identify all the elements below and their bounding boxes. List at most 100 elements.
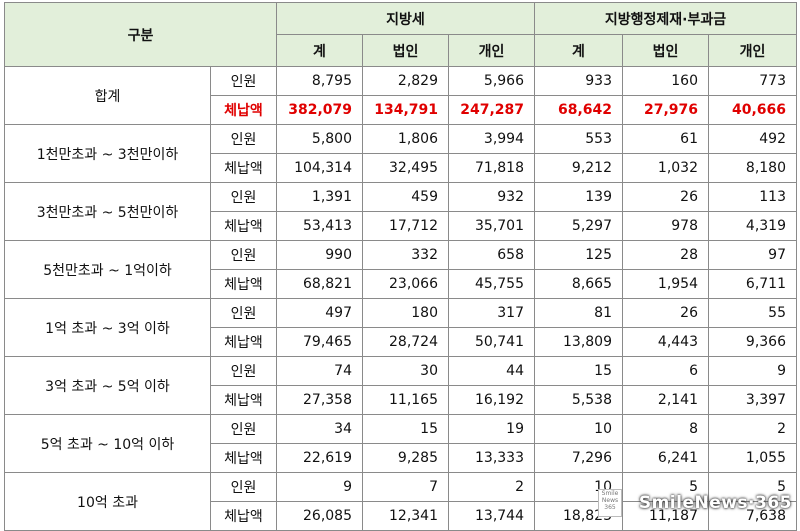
row-category: 1천만초과 ~ 3천만이하 bbox=[4, 124, 211, 183]
cell-people: 55 bbox=[708, 298, 797, 328]
cell-people: 3,994 bbox=[448, 124, 535, 154]
cell-amount: 5,538 bbox=[534, 385, 623, 415]
cell-people: 9 bbox=[708, 356, 797, 386]
row-label-people: 인원 bbox=[210, 472, 277, 502]
cell-amount: 2,141 bbox=[622, 385, 709, 415]
row-label-people: 인원 bbox=[210, 66, 277, 96]
cell-people: 160 bbox=[622, 66, 709, 96]
cell-people: 26 bbox=[622, 298, 709, 328]
cell-amount: 71,818 bbox=[448, 153, 535, 183]
cell-amount: 4,319 bbox=[708, 211, 797, 241]
cell-people: 2 bbox=[448, 472, 535, 502]
row-label-people: 인원 bbox=[210, 414, 277, 444]
row-label-people: 인원 bbox=[210, 124, 277, 154]
header-sub: 계 bbox=[276, 34, 363, 67]
cell-amount: 40,666 bbox=[708, 95, 797, 125]
cell-people: 497 bbox=[276, 298, 363, 328]
cell-people: 1,391 bbox=[276, 182, 363, 212]
cell-amount: 23,066 bbox=[362, 269, 449, 299]
header-local-tax: 지방세 bbox=[276, 2, 535, 35]
row-label-people: 인원 bbox=[210, 356, 277, 386]
header-sub: 계 bbox=[534, 34, 623, 67]
header-sub: 법인 bbox=[362, 34, 449, 67]
cell-amount: 53,413 bbox=[276, 211, 363, 241]
cell-amount: 11,165 bbox=[362, 385, 449, 415]
cell-people: 332 bbox=[362, 240, 449, 270]
cell-amount: 9,212 bbox=[534, 153, 623, 183]
cell-people: 28 bbox=[622, 240, 709, 270]
cell-people: 2 bbox=[708, 414, 797, 444]
cell-people: 492 bbox=[708, 124, 797, 154]
cell-amount: 13,333 bbox=[448, 443, 535, 473]
row-label-amount: 체납액 bbox=[210, 501, 277, 531]
watermark: SmileNews·365 bbox=[638, 493, 792, 513]
cell-people: 1,806 bbox=[362, 124, 449, 154]
cell-people: 180 bbox=[362, 298, 449, 328]
header-sub: 법인 bbox=[622, 34, 709, 67]
cell-people: 74 bbox=[276, 356, 363, 386]
row-label-amount: 체납액 bbox=[210, 211, 277, 241]
cell-people: 7 bbox=[362, 472, 449, 502]
cell-amount: 4,443 bbox=[622, 327, 709, 357]
cell-people: 125 bbox=[534, 240, 623, 270]
cell-amount: 3,397 bbox=[708, 385, 797, 415]
row-label-people: 인원 bbox=[210, 240, 277, 270]
cell-people: 6 bbox=[622, 356, 709, 386]
cell-people: 97 bbox=[708, 240, 797, 270]
cell-amount: 1,055 bbox=[708, 443, 797, 473]
cell-amount: 8,665 bbox=[534, 269, 623, 299]
cell-people: 9 bbox=[276, 472, 363, 502]
cell-people: 26 bbox=[622, 182, 709, 212]
cell-amount: 27,358 bbox=[276, 385, 363, 415]
cell-people: 773 bbox=[708, 66, 797, 96]
header-sub: 개인 bbox=[448, 34, 535, 67]
cell-people: 5,800 bbox=[276, 124, 363, 154]
cell-people: 15 bbox=[534, 356, 623, 386]
cell-amount: 134,791 bbox=[362, 95, 449, 125]
cell-amount: 28,724 bbox=[362, 327, 449, 357]
cell-people: 15 bbox=[362, 414, 449, 444]
row-category: 3천만초과 ~ 5천만이하 bbox=[4, 182, 211, 241]
cell-people: 44 bbox=[448, 356, 535, 386]
cell-people: 459 bbox=[362, 182, 449, 212]
cell-amount: 45,755 bbox=[448, 269, 535, 299]
cell-amount: 8,180 bbox=[708, 153, 797, 183]
header-sub: 개인 bbox=[708, 34, 797, 67]
row-category: 5천만초과 ~ 1억이하 bbox=[4, 240, 211, 299]
cell-amount: 17,712 bbox=[362, 211, 449, 241]
row-label-people: 인원 bbox=[210, 298, 277, 328]
row-label-amount: 체납액 bbox=[210, 153, 277, 183]
row-label-amount: 체납액 bbox=[210, 327, 277, 357]
row-category: 10억 초과 bbox=[4, 472, 211, 531]
cell-people: 2,829 bbox=[362, 66, 449, 96]
cell-amount: 32,495 bbox=[362, 153, 449, 183]
cell-people: 113 bbox=[708, 182, 797, 212]
header-admin-sanction: 지방행정제재·부과금 bbox=[534, 2, 797, 35]
cell-people: 5,966 bbox=[448, 66, 535, 96]
cell-people: 5 bbox=[622, 472, 709, 502]
cell-amount: 13,744 bbox=[448, 501, 535, 531]
cell-amount: 27,976 bbox=[622, 95, 709, 125]
cell-people: 30 bbox=[362, 356, 449, 386]
cell-people: 317 bbox=[448, 298, 535, 328]
cell-people: 81 bbox=[534, 298, 623, 328]
cell-people: 139 bbox=[534, 182, 623, 212]
cell-people: 10 bbox=[534, 414, 623, 444]
cell-people: 8 bbox=[622, 414, 709, 444]
table-body: 합계 인원 8,795 2,829 5,966 933 160 773 체납액 382,079 13… bbox=[4, 66, 797, 531]
cell-people: 5 bbox=[708, 472, 797, 502]
row-category: 1억 초과 ~ 3억 이하 bbox=[4, 298, 211, 357]
row-category: 5억 초과 ~ 10억 이하 bbox=[4, 414, 211, 473]
cell-people: 553 bbox=[534, 124, 623, 154]
cell-amount: 9,366 bbox=[708, 327, 797, 357]
cell-amount: 247,287 bbox=[448, 95, 535, 125]
row-category: 합계 bbox=[4, 66, 211, 125]
delinquency-table: 구분 지방세 지방행정제재·부과금 계 법인 개인 계 법인 개인 합계 인원 8,… bbox=[4, 2, 797, 531]
cell-amount: 7,296 bbox=[534, 443, 623, 473]
cell-amount: 68,642 bbox=[534, 95, 623, 125]
row-category: 3억 초과 ~ 5억 이하 bbox=[4, 356, 211, 415]
cell-people: 34 bbox=[276, 414, 363, 444]
cell-people: 8,795 bbox=[276, 66, 363, 96]
cell-amount: 5,297 bbox=[534, 211, 623, 241]
cell-people: 658 bbox=[448, 240, 535, 270]
